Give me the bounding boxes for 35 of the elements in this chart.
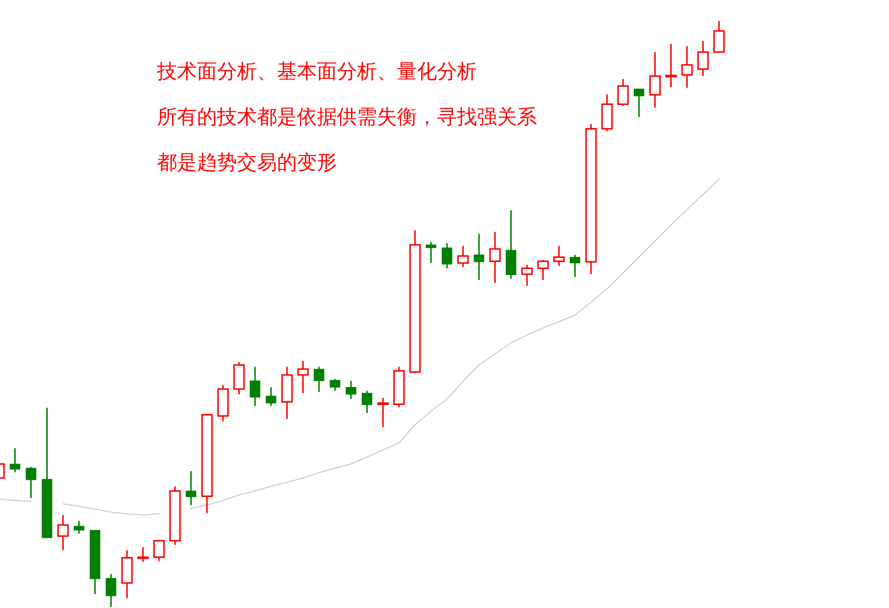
candlestick (713, 20, 725, 53)
candlestick (250, 366, 260, 407)
candlestick (377, 397, 389, 428)
annotation: 所有的技术都是依据供需失衡，寻找强关系 (157, 104, 537, 128)
candlestick (297, 360, 309, 394)
candlestick (537, 259, 549, 281)
candlestick (649, 51, 661, 108)
candlestick (697, 40, 709, 77)
candlestick (153, 540, 165, 562)
candlestick (314, 366, 324, 393)
candlestick (489, 231, 501, 284)
candlestick (553, 245, 565, 267)
candlestick (346, 380, 356, 400)
candlestick (57, 514, 69, 551)
candlestick (26, 466, 36, 499)
annotation: 都是趋势交易的变形 (157, 150, 337, 174)
candlestick (266, 386, 276, 407)
candlestick (10, 447, 20, 473)
candlestick (106, 573, 116, 608)
candlestick (681, 45, 693, 89)
candlestick (474, 232, 484, 281)
candlestick (186, 470, 196, 506)
candlestick (442, 242, 452, 270)
candlestick (570, 254, 580, 278)
candlestick (137, 546, 149, 563)
candlestick (426, 241, 436, 264)
candlestick (74, 520, 84, 534)
candlestick (634, 88, 644, 118)
candlestick (617, 78, 629, 107)
candlestick (457, 245, 469, 268)
candlestick (665, 43, 677, 88)
candlestick (521, 264, 533, 287)
candlestick (330, 378, 340, 392)
annotation: 技术面分析、基本面分析、量化分析 (156, 59, 477, 83)
candlestick (362, 390, 372, 414)
